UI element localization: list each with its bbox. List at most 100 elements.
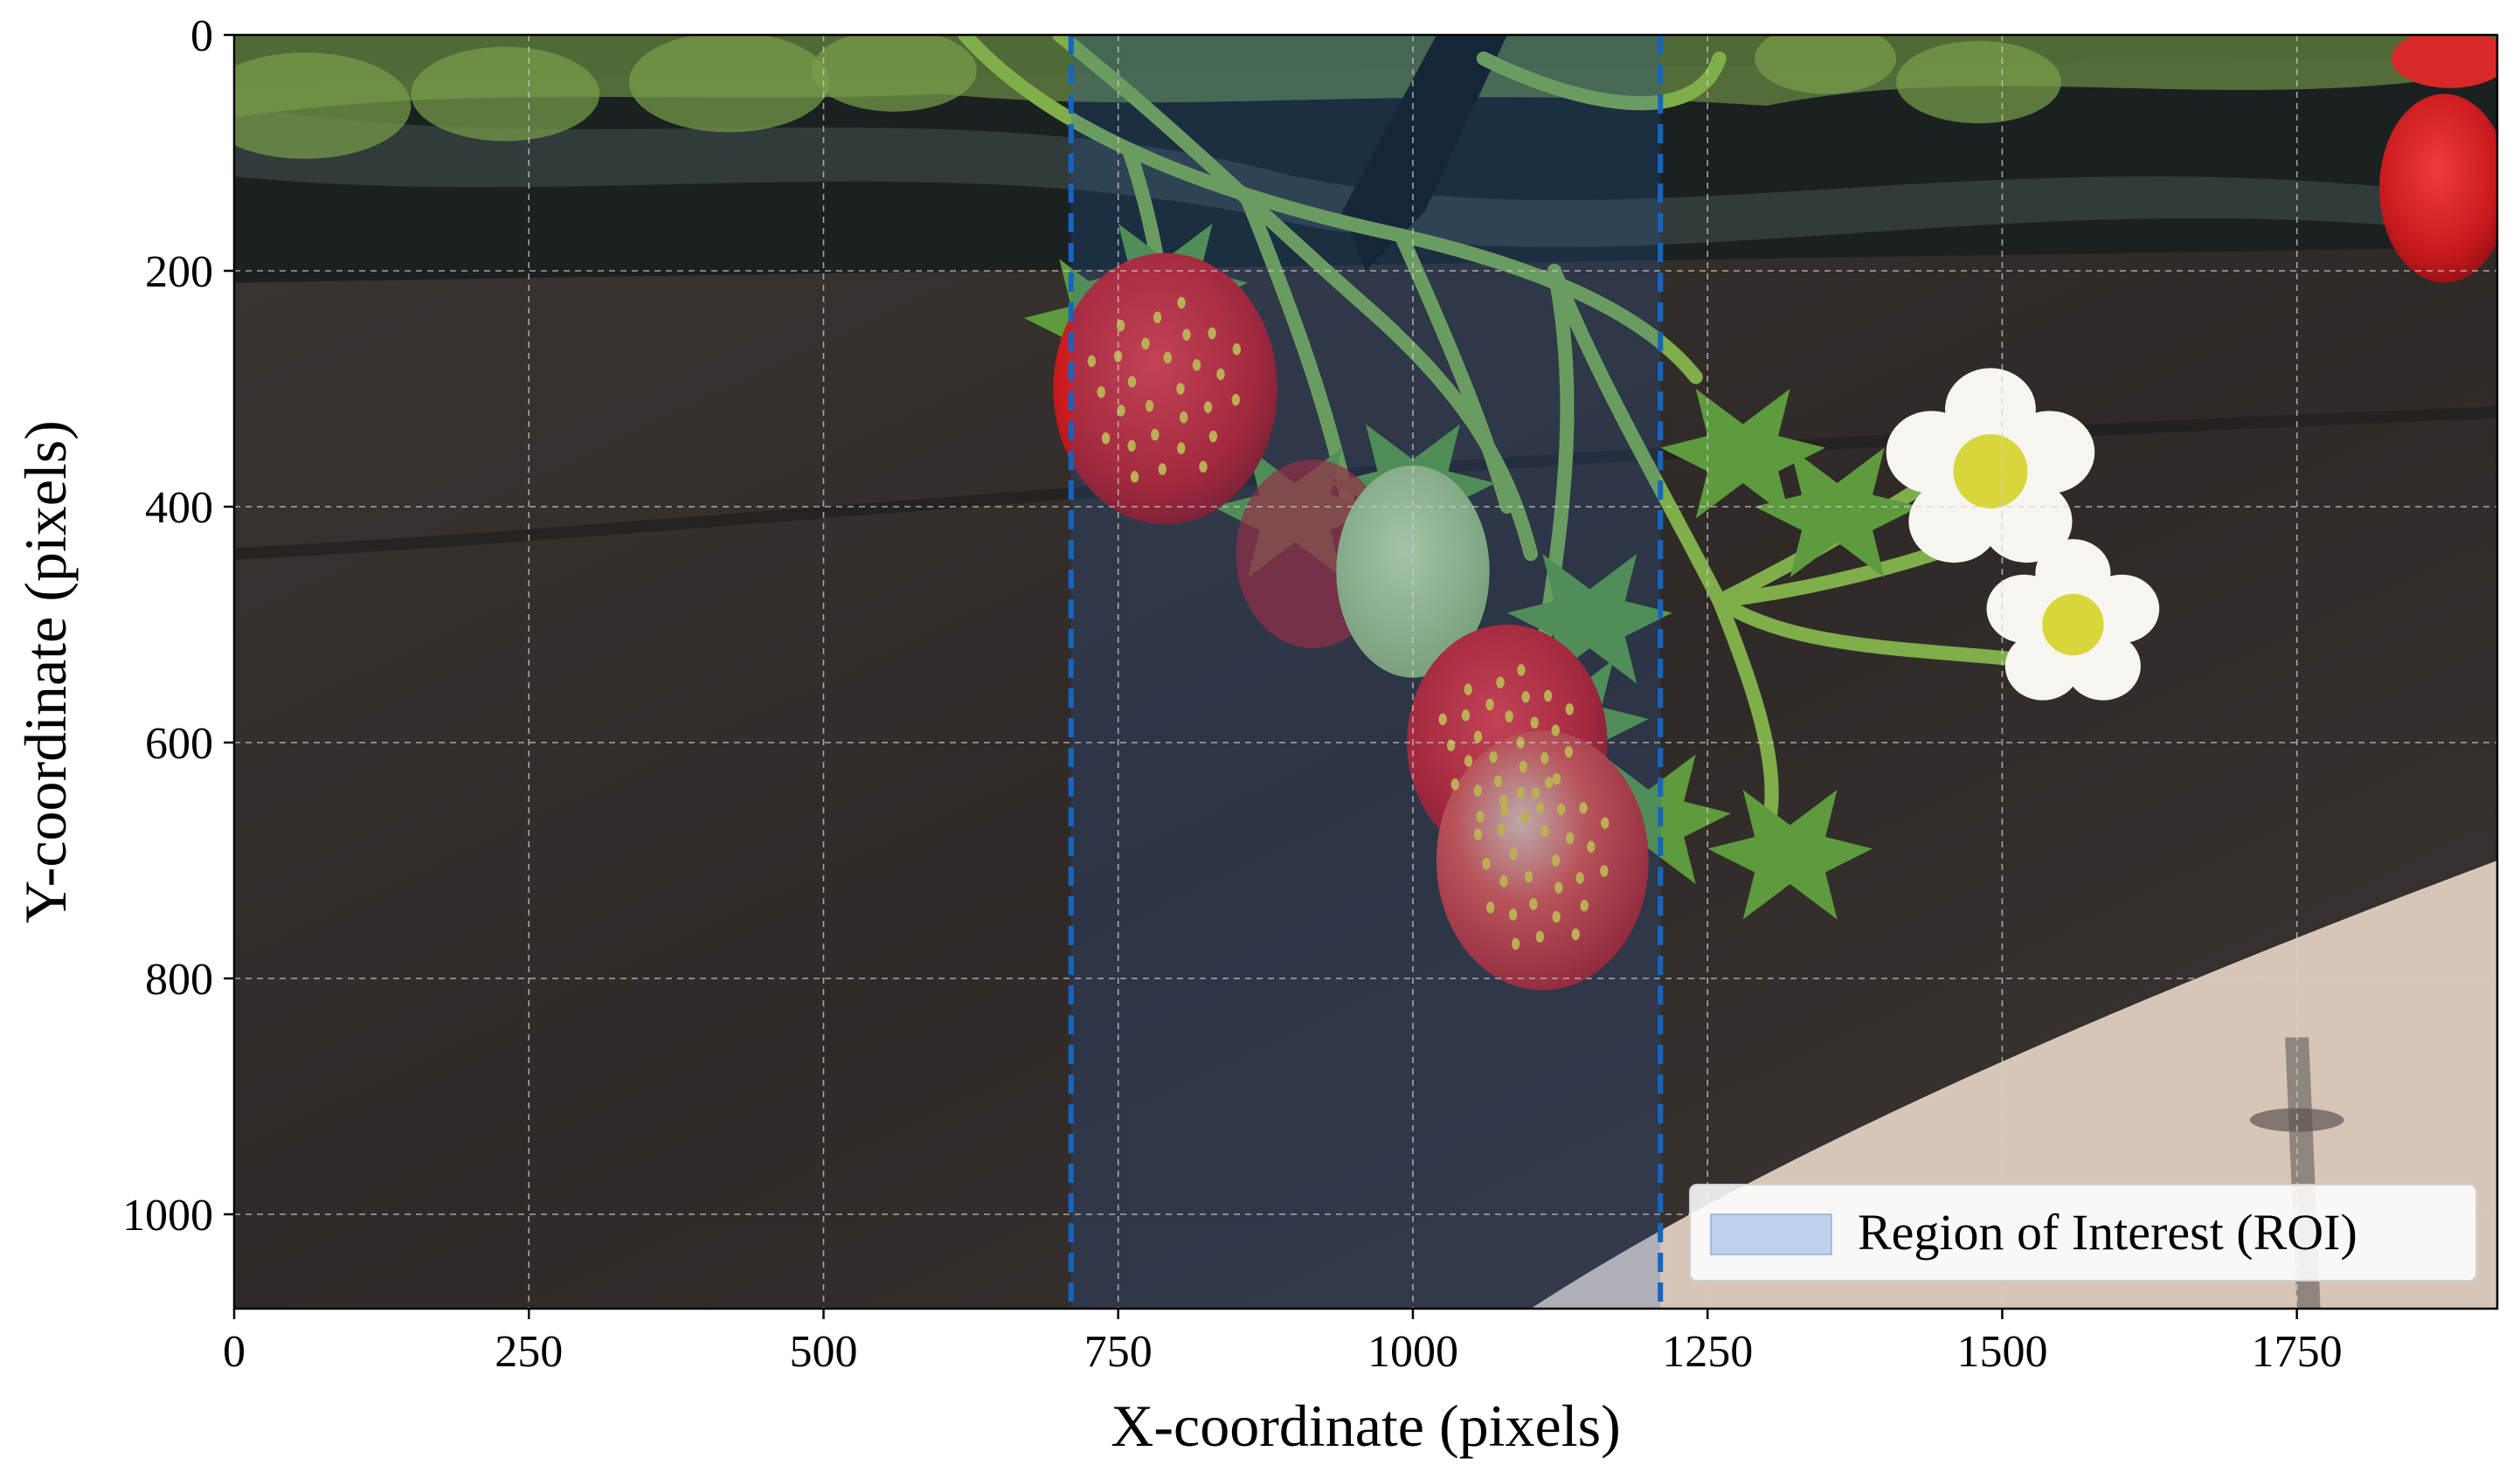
photo-leaf [1755,35,1897,94]
photo-seed [1101,432,1111,445]
photo-seed [1505,710,1513,722]
photo-leaf [234,52,412,159]
photo-seed [1543,689,1553,702]
x-axis-ticks: 0 250 500 750 1000 1250 1500 1750 [223,1309,2343,1377]
photo-seed [1587,840,1596,853]
photo-leaf [628,35,830,133]
photo-seed [1177,296,1186,309]
photo-seed [1199,460,1208,473]
photo-seed [1564,745,1574,758]
photo-seed [1529,898,1538,910]
y-tick-label: 0 [190,11,213,61]
photo-seed [1464,755,1473,767]
photo-stem [958,35,1703,384]
photo-seed [1482,857,1491,870]
photo-seed [1182,328,1191,341]
photo-seed [1579,802,1588,814]
background-photo [234,35,2497,1309]
photo-seed [1163,351,1173,364]
photo-seed [1496,676,1505,688]
photo-seed [1571,928,1580,941]
x-tick-label: 1750 [2252,1327,2343,1377]
roi-shaded-region [1070,35,1661,1309]
x-tick-label: 1000 [1367,1327,1458,1377]
photo-seed [1203,401,1213,413]
legend-box [1689,1184,2477,1282]
photo-seed [1486,901,1495,914]
photo-seed [1535,930,1545,943]
legend-swatch-roi [1710,1213,1832,1255]
photo-seed [1554,881,1563,894]
photo-leaf [1896,40,2061,124]
photo-seed [1536,802,1545,814]
photo-seed [1516,786,1526,799]
photo-seed [1517,664,1526,676]
photo-seed [1177,442,1186,454]
photo-sepal [1755,447,1921,577]
photo-seed [1565,832,1575,845]
x-tick-label: 0 [223,1327,246,1377]
photo-flower-1 [1886,368,2095,563]
photo-seed [1511,937,1520,950]
y-tick-label: 800 [145,955,213,1005]
photo-seed [1565,703,1575,715]
photo-seed [1580,899,1589,912]
photo-seed [1473,730,1483,743]
x-tick-label: 500 [789,1327,857,1377]
photo-flower-2 [1986,539,2160,701]
photo-seed [1489,750,1498,764]
photo-seed [1497,824,1506,836]
photo-seed [1464,683,1472,695]
photo-seed [1521,691,1530,703]
photo-plastic-sheen [234,106,2497,247]
photo-seed [1151,428,1160,441]
photo-seed [1473,784,1482,797]
photo-plant-clip [1342,35,1507,271]
photo-strawberry-red [1053,252,1277,525]
photo-strawberry-ripening [1436,730,1649,991]
photo-seed [1476,811,1485,823]
photo-seed [1141,337,1150,350]
photo-sepal [1660,389,1826,519]
photo-seed [1461,708,1471,722]
x-axis-title: X-coordinate (pixels) [1111,1393,1620,1459]
photo-seed [1097,386,1105,398]
photo-seed [1520,812,1530,824]
photo-stem [1476,51,1727,111]
photo-seed [1450,778,1460,791]
photo-seed [1176,383,1185,395]
x-tick-label: 1500 [1956,1327,2047,1377]
photo-seed [1551,854,1561,867]
y-axis-ticks: 0 200 400 600 800 1000 [122,11,234,1241]
photo-seed [1530,716,1539,729]
axes-frame [232,33,2499,1310]
photo-seed [1601,817,1610,829]
x-tick-label: 250 [495,1327,563,1377]
y-tick-label: 400 [145,483,213,533]
photo-seed [1509,847,1518,860]
photo-seed [1438,713,1447,726]
photo-seed [1551,724,1561,736]
photo-seed [1552,910,1561,923]
photo-seed [1127,376,1137,388]
x-tick-label: 750 [1084,1327,1153,1377]
y-axis-title: Y-coordinate (pixels) [12,420,79,923]
photo-seed [1158,463,1167,475]
photo-seed [1180,411,1188,424]
photo-seed [1087,355,1097,368]
photo-seed [1500,804,1509,817]
legend-label-roi: Region of Interest (ROI) [1858,1204,2357,1261]
photo-leaf [411,46,600,142]
photo-seed [1485,698,1494,711]
photo-seed [1127,439,1136,453]
photo-leaf [812,35,977,112]
photo-seed [1545,777,1554,789]
y-tick-label: 1000 [122,1191,213,1241]
photo-strawberry-top-right [2379,93,2497,283]
photo-seed [1540,752,1549,764]
photo-seed [1208,327,1216,340]
photo-sepal [1506,554,1672,684]
photo-stem [1394,228,1514,515]
photo-strawberry-top-right-2 [2391,35,2497,88]
